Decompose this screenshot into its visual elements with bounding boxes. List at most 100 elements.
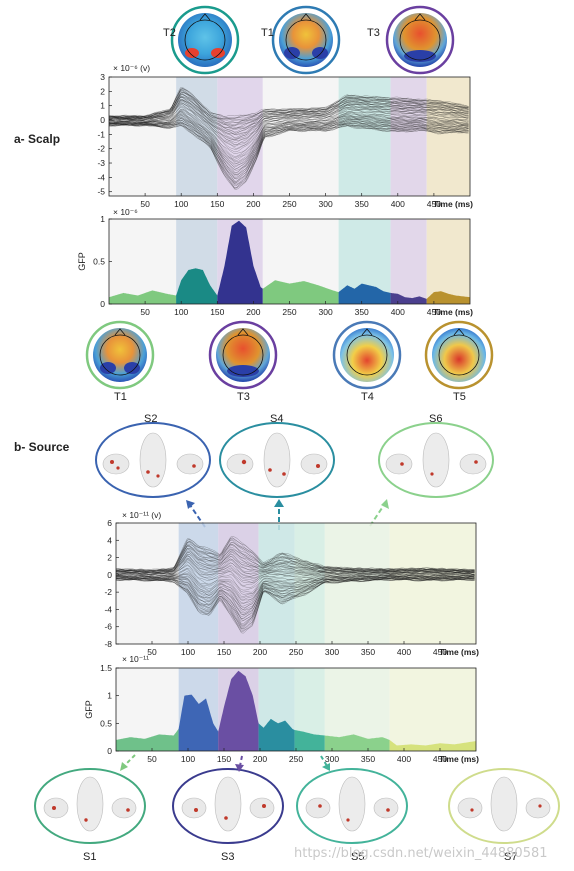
channel-trace — [108, 119, 469, 180]
x-tick-label: 300 — [319, 307, 333, 317]
channel-trace — [109, 102, 469, 146]
scalp-map-t5: T5 — [424, 320, 494, 403]
source-brain-label-s1: S1 — [83, 851, 96, 863]
time-band-7 — [389, 523, 476, 644]
y-tick-label: -2 — [104, 587, 112, 597]
arrow-s6 — [369, 499, 389, 527]
y-tick-label: 6 — [107, 518, 112, 528]
time-band-1 — [109, 219, 177, 304]
arrow-s5 — [320, 755, 330, 771]
source-brain-s7: S7 — [448, 768, 560, 863]
time-band-6 — [390, 219, 427, 304]
x-tick-label: 300 — [319, 199, 333, 209]
x-tick-label: 150 — [210, 199, 224, 209]
channel-trace — [115, 568, 475, 593]
y-tick-label: 1 — [107, 691, 112, 701]
y-tick-label: 1 — [100, 214, 105, 224]
channel-trace — [108, 103, 469, 147]
watermark: https://blog.csdn.net/weixin_44880581 — [294, 846, 548, 861]
y-tick-label: 2 — [107, 553, 112, 563]
gfp-area-segment-4 — [262, 280, 339, 304]
x-tick-label: 150 — [217, 647, 231, 657]
x-tick-label: 250 — [282, 307, 296, 317]
y-tick-label: -1 — [97, 129, 105, 139]
channel-trace — [108, 104, 469, 150]
y-tick-label: 0.5 — [93, 257, 105, 267]
scalp-map-label-t4: T4 — [361, 391, 374, 403]
channel-trace — [108, 124, 469, 189]
channel-trace — [108, 107, 469, 154]
gfp-area-segment-7 — [426, 291, 470, 304]
panel-label-source: b- Source — [14, 440, 70, 454]
x-tick-label: 350 — [355, 307, 369, 317]
x-tick-label: 450 — [433, 754, 447, 764]
channel-trace — [115, 567, 475, 591]
x-tick-label: 100 — [174, 199, 188, 209]
x-tick-label: 200 — [246, 199, 260, 209]
scalp-map-label-t5: T5 — [453, 391, 466, 403]
x-tick-label: 350 — [361, 647, 375, 657]
time-band-1 — [109, 77, 177, 196]
y-tick-label: 3 — [100, 72, 105, 82]
time-band-6 — [324, 523, 390, 644]
y-tick-label: 1.5 — [100, 663, 112, 673]
source-brain-label-s7: S7 — [504, 851, 517, 863]
y-tick-label: 0 — [107, 570, 112, 580]
scalp-map-t1-top: T1 — [261, 5, 341, 75]
y-tick-label: -8 — [104, 639, 112, 649]
arrow-s3 — [235, 755, 244, 772]
time-band-4 — [262, 77, 339, 196]
scalp-map-label-t2: T2 — [163, 27, 176, 39]
x-tick-label: 100 — [174, 307, 188, 317]
x-tick-label: 250 — [289, 754, 303, 764]
channel-trace — [108, 92, 469, 127]
source-brain-s1: S1 — [34, 768, 146, 863]
time-band-1 — [116, 523, 179, 644]
scalp-map-t3-bottom: T3 — [208, 320, 278, 403]
x-axis-unit: Time (ms) — [439, 754, 479, 764]
y-tick-label: 1 — [100, 101, 105, 111]
scalp-map-label-t1-bottom: T1 — [114, 391, 127, 403]
arrow-s1 — [120, 754, 136, 771]
x-axis-unit: Time (ms) — [433, 307, 473, 317]
gfp-area-segment-2 — [178, 694, 219, 751]
gfp-area-segment-6 — [390, 292, 427, 304]
y-tick-label: -4 — [97, 172, 105, 182]
channel-trace — [115, 545, 475, 573]
channel-trace — [108, 99, 469, 140]
source-brain-label-s2: S2 — [144, 413, 157, 425]
y-tick-label: 0.5 — [100, 718, 112, 728]
source-potential-chart: 6 4 2 0 -2 -4 -6 -8 50 100 150 200 250 300 350 400 450Ti… — [104, 510, 479, 657]
source-brain-label-s5: S5 — [351, 851, 364, 863]
scalp-potential-chart: 3 2 1 0 -1 -2 -3 -4 -5 50 100 150 200 250 300 350 400 450… — [97, 63, 473, 209]
x-tick-label: 300 — [325, 647, 339, 657]
scalp-map-label-t3-top: T3 — [367, 27, 380, 39]
channel-traces — [108, 87, 469, 190]
time-band-5 — [294, 523, 325, 644]
gfp-axis-label: GFP — [84, 700, 94, 719]
x-tick-label: 300 — [325, 754, 339, 764]
x-tick-label: 200 — [246, 307, 260, 317]
gfp-area-segment-6 — [324, 734, 390, 751]
channel-trace — [108, 108, 469, 157]
scalp-map-t4: T4 — [332, 320, 402, 403]
x-tick-label: 250 — [289, 647, 303, 657]
channel-trace — [109, 110, 469, 160]
source-brain-s6: S6 — [378, 413, 494, 498]
y-tick-label: -2 — [97, 144, 105, 154]
channel-trace — [109, 124, 469, 189]
x-tick-label: 400 — [391, 307, 405, 317]
x-tick-label: 50 — [140, 307, 150, 317]
time-band-2 — [178, 523, 219, 644]
source-brain-label-s3: S3 — [221, 851, 234, 863]
time-band-7 — [389, 668, 476, 751]
y-axis-unit: × 10⁻¹¹ (v) — [122, 510, 161, 520]
channel-trace — [109, 87, 469, 118]
y-tick-label: 0 — [100, 115, 105, 125]
channel-trace — [108, 93, 469, 128]
scalp-map-t2: T2 — [163, 5, 240, 75]
channel-trace — [109, 109, 469, 158]
channel-trace — [108, 88, 469, 119]
gfp-area-segment-2 — [176, 268, 218, 304]
